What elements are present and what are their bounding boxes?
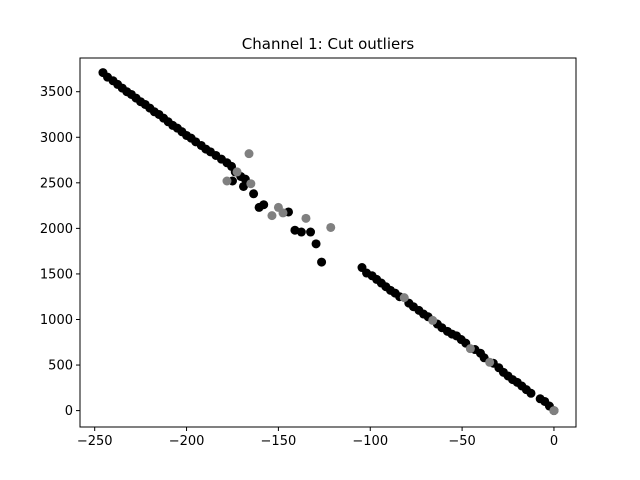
x-tick-label: −250 xyxy=(77,434,113,449)
data-point-outlier xyxy=(485,357,495,367)
data-point xyxy=(311,239,321,249)
data-point xyxy=(249,189,259,199)
data-point-outlier xyxy=(267,211,277,221)
x-tick-label: −100 xyxy=(352,434,388,449)
data-point-outlier xyxy=(244,149,254,159)
data-point-outlier xyxy=(326,222,336,232)
y-tick-label: 2500 xyxy=(40,176,73,191)
data-point-outlier xyxy=(465,344,475,354)
data-point-outlier xyxy=(428,315,438,325)
data-point-outlier xyxy=(301,213,311,223)
x-tick-label: −150 xyxy=(261,434,297,449)
x-axis: −250 −200 −150 −100 −50 0 xyxy=(77,427,558,449)
data-point xyxy=(296,227,306,237)
data-point xyxy=(306,227,316,237)
data-point xyxy=(526,388,536,398)
y-tick-label: 1500 xyxy=(40,267,73,282)
data-point-outlier xyxy=(549,406,559,416)
x-tick-label: −200 xyxy=(169,434,205,449)
x-tick-label: 0 xyxy=(550,434,558,449)
data-point xyxy=(238,181,248,191)
y-tick-label: 2000 xyxy=(40,222,73,237)
data-point-outlier xyxy=(232,167,242,177)
x-tick-label: −50 xyxy=(448,434,475,449)
data-points xyxy=(98,68,559,416)
y-tick-label: 1000 xyxy=(40,313,73,328)
y-axis: 0 500 1000 1500 2000 2500 3000 3500 xyxy=(40,85,80,419)
data-point xyxy=(317,257,327,267)
y-tick-label: 3000 xyxy=(40,131,73,146)
data-point-outlier xyxy=(278,208,288,218)
y-tick-label: 3500 xyxy=(40,85,73,100)
plot-frame xyxy=(79,57,577,428)
data-point-outlier xyxy=(399,293,409,303)
y-tick-label: 0 xyxy=(65,404,73,419)
y-tick-label: 500 xyxy=(48,359,73,374)
chart-title: Channel 1: Cut outliers xyxy=(242,35,415,53)
data-point-outlier xyxy=(222,176,232,186)
data-point-outlier xyxy=(246,179,256,189)
data-point xyxy=(259,200,269,210)
